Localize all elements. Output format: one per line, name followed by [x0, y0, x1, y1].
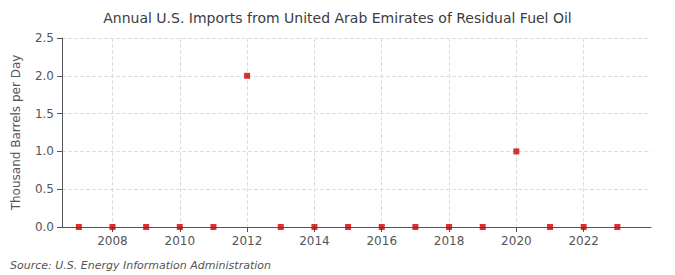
svg-text:1.5: 1.5 [35, 107, 54, 121]
svg-text:2.0: 2.0 [35, 69, 54, 83]
svg-text:2012: 2012 [232, 234, 263, 248]
svg-text:Annual U.S. Imports from Unite: Annual U.S. Imports from United Arab Emi… [103, 10, 572, 26]
svg-text:2018: 2018 [434, 234, 465, 248]
svg-text:2014: 2014 [299, 234, 330, 248]
svg-text:2022: 2022 [568, 234, 599, 248]
svg-text:0.5: 0.5 [35, 182, 54, 196]
svg-text:2020: 2020 [501, 234, 532, 248]
svg-text:Source: U.S. Energy Informatio: Source: U.S. Energy Information Administ… [10, 259, 271, 272]
svg-text:2.5: 2.5 [35, 31, 54, 45]
svg-text:1.0: 1.0 [35, 144, 54, 158]
svg-text:0.0: 0.0 [35, 220, 54, 234]
svg-text:2016: 2016 [366, 234, 397, 248]
svg-text:Thousand Barrels per Day: Thousand Barrels per Day [9, 55, 23, 212]
svg-text:2010: 2010 [165, 234, 196, 248]
svg-text:2008: 2008 [97, 234, 128, 248]
